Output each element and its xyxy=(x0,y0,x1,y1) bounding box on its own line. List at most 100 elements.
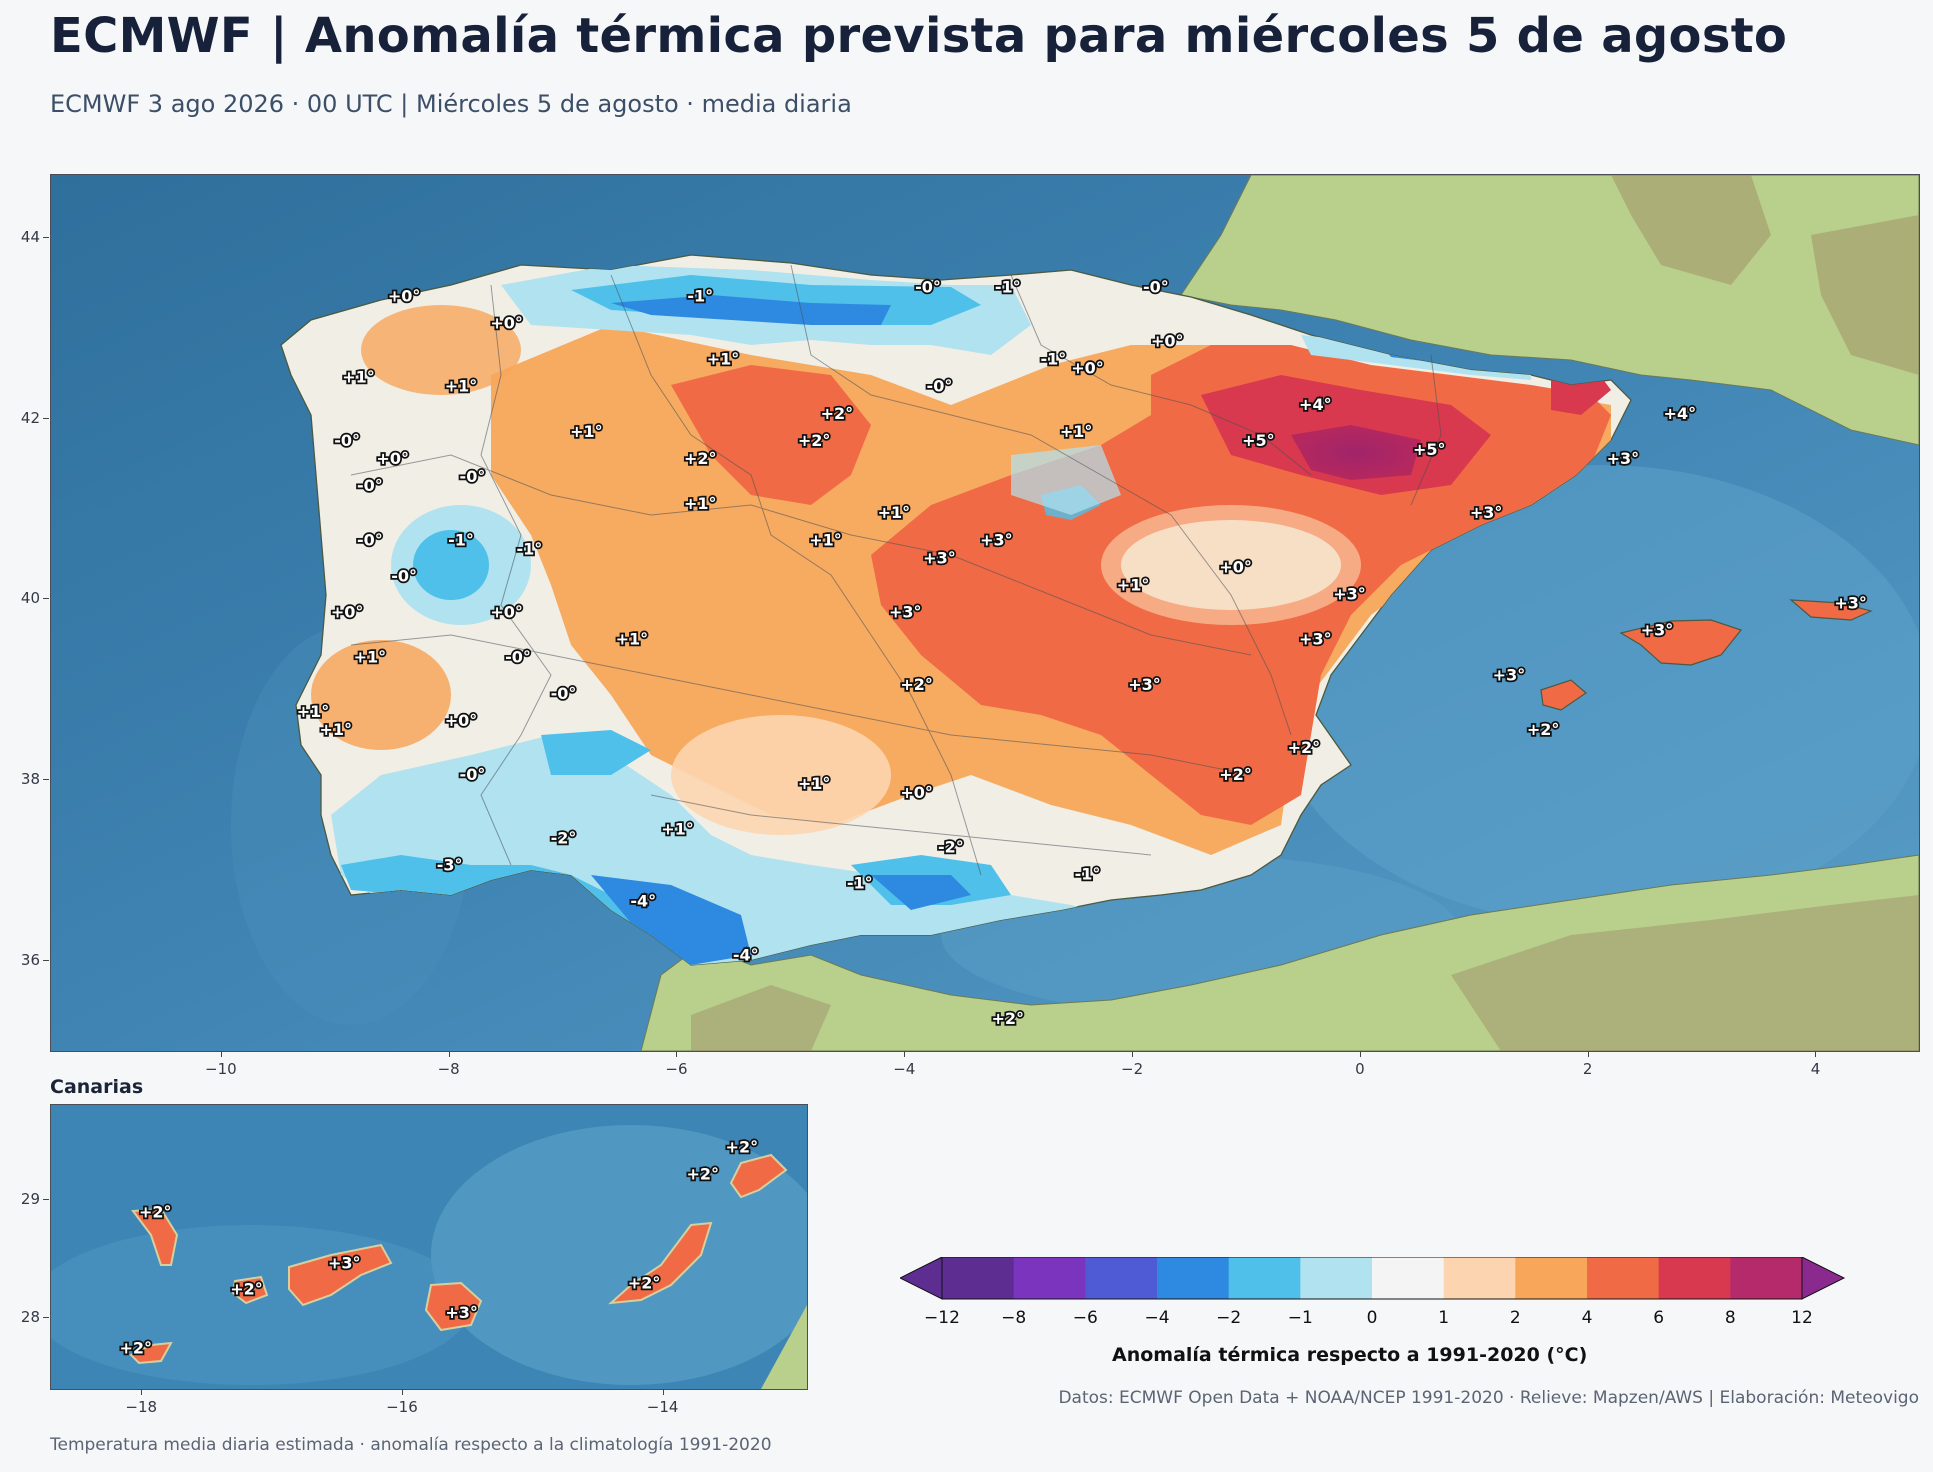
anomaly-label: +2° xyxy=(726,1137,759,1156)
lon-tick-label: 0 xyxy=(1355,1060,1365,1078)
anomaly-label: -0° xyxy=(334,431,360,450)
lat-tick-label: 29 xyxy=(20,1189,40,1208)
colorbar-segment xyxy=(1157,1257,1230,1299)
anomaly-label: +2° xyxy=(139,1202,172,1221)
la-palma xyxy=(131,1207,179,1266)
lon-tick-label: 4 xyxy=(1810,1060,1821,1078)
anomaly-label: -1° xyxy=(1075,864,1101,883)
anomaly-label: +1° xyxy=(809,530,842,549)
anomaly-label: -0° xyxy=(551,684,577,703)
colorbar-tick-label: −12 xyxy=(924,1308,960,1328)
anomaly-label: +4° xyxy=(1299,395,1332,414)
colorbar-extend-low xyxy=(900,1257,943,1300)
page-subtitle: ECMWF 3 ago 2026 · 00 UTC | Miércoles 5 … xyxy=(50,90,852,118)
anomaly-label: +2° xyxy=(686,1165,719,1184)
lat-tick-label: 28 xyxy=(20,1308,40,1326)
anomaly-label: +1° xyxy=(1117,575,1150,594)
colorbar-tick-label: 6 xyxy=(1653,1308,1665,1328)
anomaly-label: +3° xyxy=(328,1253,361,1272)
anomaly-label: -1° xyxy=(448,530,474,549)
anomaly-label: +1° xyxy=(878,503,911,522)
colorbar-tick-label: 12 xyxy=(1791,1308,1813,1328)
anomaly-label: +3° xyxy=(1834,593,1867,612)
lat-tick-label: 42 xyxy=(20,408,40,427)
lon-tick-label: −4 xyxy=(893,1060,916,1078)
lon-tick-mark xyxy=(662,1389,664,1395)
anomaly-label: +5° xyxy=(1413,440,1446,459)
anomaly-label: +1° xyxy=(798,774,831,793)
anomaly-label: +2° xyxy=(119,1339,152,1358)
anomaly-label: +1° xyxy=(319,720,352,739)
anomaly-label: -0° xyxy=(505,648,531,667)
anomaly-label: +2° xyxy=(821,404,854,423)
anomaly-label: +0° xyxy=(445,711,478,730)
lon-tick-mark xyxy=(401,1389,403,1395)
anomaly-label: -1° xyxy=(995,277,1021,296)
anomaly-label: -1° xyxy=(847,873,873,892)
lat-tick-label: 40 xyxy=(20,589,40,608)
main-map[interactable]: +0° +0° -1° -0° -1° -0° +1° +1° +1° -1° +0° +0° -0° +… xyxy=(50,174,1920,1052)
lat-tick-mark xyxy=(43,1317,49,1318)
lon-tick-mark xyxy=(1359,1051,1361,1057)
lat-tick-label: 38 xyxy=(20,770,40,789)
colorbar xyxy=(900,1257,1846,1300)
anomaly-label: -1° xyxy=(516,539,542,558)
lon-tick-mark xyxy=(141,1389,143,1395)
anomaly-label: +2° xyxy=(1219,765,1252,784)
data-credits: Datos: ECMWF Open Data + NOAA/NCEP 1991-… xyxy=(1058,1388,1919,1408)
fuerteventura xyxy=(608,1221,713,1305)
anomaly-label: +2° xyxy=(1527,720,1560,739)
anomaly-label: -2° xyxy=(551,828,577,847)
lat-tick-mark xyxy=(43,237,49,239)
colorbar-tick-label: 8 xyxy=(1724,1308,1736,1328)
anomaly-label: +2° xyxy=(1288,738,1321,757)
lat-tick-label: 44 xyxy=(20,228,40,247)
anomaly-label: +3° xyxy=(889,603,922,622)
lat-tick-mark xyxy=(43,779,49,781)
lon-tick-label: 2 xyxy=(1582,1060,1593,1078)
anomaly-label: +2° xyxy=(684,449,717,468)
colorbar-segment xyxy=(1085,1257,1158,1299)
colorbar-segment xyxy=(1730,1257,1803,1299)
colorbar-segment xyxy=(1300,1257,1373,1299)
anomaly-label: +1° xyxy=(616,630,649,649)
anomaly-label: +0° xyxy=(490,603,523,622)
anomaly-label: +2° xyxy=(628,1273,661,1292)
anomaly-label: -0° xyxy=(927,377,953,396)
lon-tick-mark xyxy=(1587,1051,1589,1057)
colorbar-segment xyxy=(1443,1257,1516,1299)
colorbar-label: Anomalía térmica respecto a 1991-2020 (°… xyxy=(1112,1344,1588,1366)
lon-tick-label: −16 xyxy=(386,1398,418,1416)
anomaly-label: -4° xyxy=(630,892,656,911)
anomaly-label: +3° xyxy=(1299,630,1332,649)
lon-tick-label: −10 xyxy=(205,1060,237,1078)
tenerife xyxy=(288,1243,393,1307)
lat-tick-mark xyxy=(43,598,49,600)
anomaly-label: +3° xyxy=(1641,621,1674,640)
anomaly-label: +1° xyxy=(707,350,740,369)
lat-tick-label: 36 xyxy=(20,950,40,969)
inset-title: Canarias xyxy=(50,1076,144,1098)
lat-tick-mark xyxy=(43,959,49,961)
canarias-inset-map[interactable]: +2° +2° +3° +3° +2° +2° +2° +2° xyxy=(50,1104,808,1390)
anomaly-label: +2° xyxy=(900,675,933,694)
footnote: Temperatura media diaria estimada · anom… xyxy=(50,1435,772,1455)
anomaly-label: -0° xyxy=(391,566,417,585)
anomaly-label: -0° xyxy=(1143,277,1169,296)
menorca xyxy=(1789,599,1873,621)
africa-relief xyxy=(691,895,1919,1051)
anomaly-label: +3° xyxy=(445,1303,478,1322)
anomaly-label: +1° xyxy=(570,422,603,441)
anomaly-label: +3° xyxy=(980,530,1013,549)
africa-coast-inset xyxy=(761,1305,807,1389)
main-map-canvas: +0°+0°-1° -0° -1° -0°+1° +1°+1° -1° +0°+0°-0°+… xyxy=(51,175,1919,1051)
region-borders xyxy=(350,264,1442,876)
ibiza xyxy=(1540,679,1587,711)
shallow-sea xyxy=(1271,465,1919,925)
anomaly-label: +1° xyxy=(445,377,478,396)
colorbar-segment xyxy=(1228,1257,1301,1299)
anomaly-label: -3° xyxy=(437,855,463,874)
colorbar-segment xyxy=(1013,1257,1086,1299)
colorbar-tick-label: −6 xyxy=(1072,1308,1098,1328)
anomaly-label: +0° xyxy=(490,314,523,333)
